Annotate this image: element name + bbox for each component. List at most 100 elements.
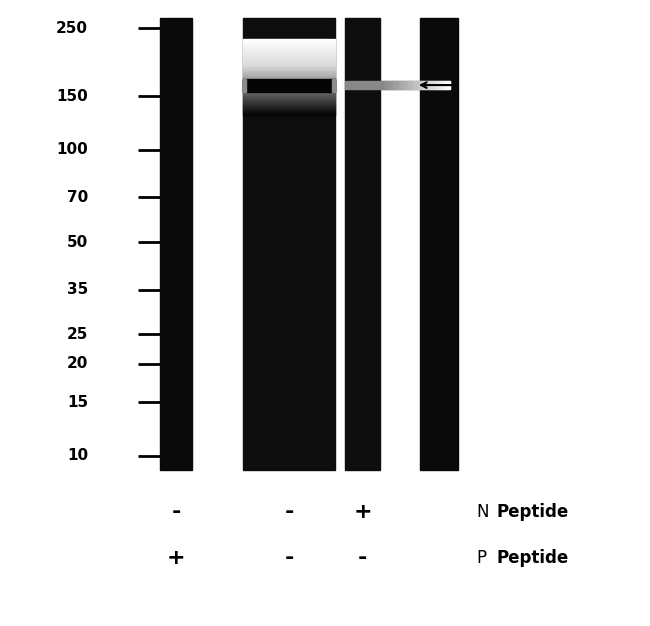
Text: -: - (284, 502, 294, 522)
Text: P: P (476, 549, 486, 567)
Bar (243, 73, 335, 74)
Bar (398, 81, 401, 90)
Bar (243, 82, 335, 83)
Bar (243, 80, 335, 92)
Bar (243, 58, 335, 59)
Bar (243, 109, 335, 110)
Bar (243, 76, 335, 77)
Bar (243, 41, 335, 42)
Bar (432, 81, 436, 90)
Bar (243, 53, 335, 54)
Bar (243, 103, 335, 104)
Bar (243, 95, 335, 96)
Text: Peptide: Peptide (496, 549, 568, 567)
Bar (243, 93, 335, 94)
Bar (243, 42, 335, 43)
Bar (243, 80, 245, 92)
Bar (411, 81, 415, 90)
Bar (160, 18, 192, 470)
Bar (243, 104, 335, 105)
Bar (420, 18, 458, 470)
Bar (243, 106, 335, 108)
Bar (243, 71, 335, 72)
Bar (243, 62, 335, 63)
Bar (243, 61, 335, 62)
Bar (447, 81, 450, 90)
Text: +: + (166, 548, 185, 568)
Bar (243, 100, 335, 101)
Bar (243, 56, 335, 57)
Bar (243, 72, 335, 73)
Bar (243, 67, 335, 68)
Bar (345, 18, 380, 470)
Bar (391, 81, 394, 90)
Bar (429, 81, 432, 90)
Bar (243, 101, 335, 103)
Bar (243, 59, 335, 61)
Bar (243, 80, 246, 92)
Text: 50: 50 (67, 235, 88, 250)
Bar (243, 63, 335, 64)
Bar (243, 110, 335, 111)
Text: 100: 100 (57, 143, 88, 158)
Text: 10: 10 (67, 448, 88, 463)
Bar (436, 81, 439, 90)
Bar (243, 108, 335, 109)
Bar (345, 81, 450, 90)
Bar (243, 18, 335, 470)
Text: 150: 150 (57, 89, 88, 104)
Text: -: - (358, 548, 367, 568)
Bar (243, 64, 335, 66)
Text: -: - (284, 548, 294, 568)
Bar (333, 80, 335, 92)
Bar (401, 81, 404, 90)
Bar (243, 88, 335, 89)
Text: Peptide: Peptide (496, 503, 568, 521)
Text: 250: 250 (56, 21, 88, 36)
Bar (243, 85, 335, 86)
Bar (243, 46, 335, 47)
Bar (243, 43, 335, 44)
Bar (243, 80, 244, 92)
Text: 15: 15 (67, 394, 88, 409)
Bar (380, 81, 384, 90)
Bar (243, 39, 335, 41)
Bar (243, 86, 335, 88)
Bar (426, 81, 429, 90)
Text: -: - (172, 502, 181, 522)
Bar (422, 81, 426, 90)
Bar (439, 81, 443, 90)
Bar (243, 94, 335, 95)
Bar (243, 74, 335, 76)
Bar (243, 89, 335, 90)
Bar (243, 68, 335, 69)
Bar (243, 113, 335, 114)
Bar (408, 81, 411, 90)
Text: +: + (353, 502, 372, 522)
Bar (243, 111, 335, 113)
Bar (243, 99, 335, 100)
Bar (243, 80, 335, 81)
Bar (243, 77, 335, 78)
Bar (332, 80, 335, 92)
Bar (243, 83, 335, 85)
Bar (419, 81, 422, 90)
Bar (243, 90, 335, 91)
Bar (243, 69, 335, 71)
Bar (404, 81, 408, 90)
Bar (387, 81, 391, 90)
Bar (243, 96, 335, 98)
Bar (243, 98, 335, 99)
Bar (243, 54, 335, 56)
Bar (243, 47, 335, 48)
Bar (243, 78, 335, 80)
Bar (394, 81, 398, 90)
Bar (243, 91, 335, 93)
Bar (243, 44, 335, 46)
Text: 20: 20 (66, 356, 88, 371)
Bar (243, 49, 335, 51)
Bar (243, 105, 335, 106)
Text: 70: 70 (67, 190, 88, 205)
Bar (243, 48, 335, 49)
Bar (243, 52, 335, 53)
